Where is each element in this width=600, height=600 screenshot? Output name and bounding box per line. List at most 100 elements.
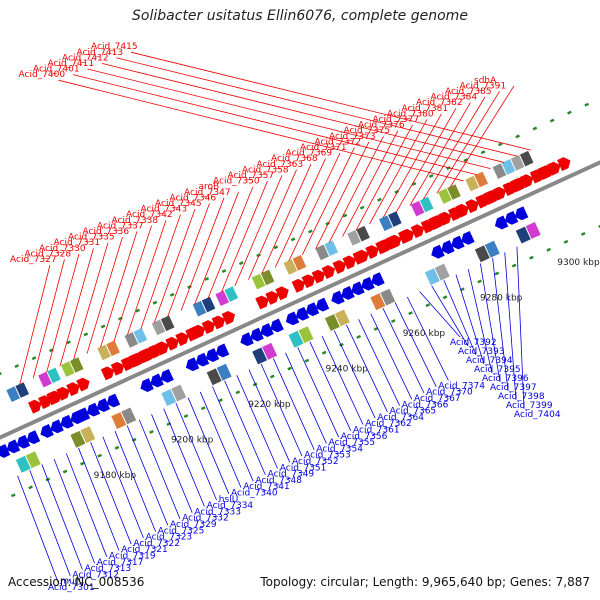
feature-block <box>492 163 507 179</box>
leader-line <box>436 91 500 194</box>
feature-block <box>356 225 370 242</box>
feature-block <box>70 430 86 448</box>
tick-mark <box>270 374 275 379</box>
reverse-gene-label: Acid_7356 <box>341 432 388 442</box>
leader-line <box>394 302 437 387</box>
tick-mark <box>308 229 313 234</box>
forward-gene-arrow <box>211 315 226 330</box>
reverse-gene-arrow <box>260 323 274 337</box>
reverse-gene-label: Acid_7399 <box>506 401 553 411</box>
feature-block <box>15 455 31 473</box>
leader-line <box>333 330 376 419</box>
feature-block <box>465 175 479 192</box>
reverse-gene-arrow <box>451 235 465 250</box>
scale-label: 9260 kbp <box>403 329 446 339</box>
forward-gene-label: Acid_7345 <box>155 199 202 209</box>
reverse-gene-arrow <box>315 297 330 312</box>
reverse-gene-arrow <box>431 244 445 259</box>
tick-mark <box>152 300 158 305</box>
tick-mark <box>31 356 37 361</box>
tick-mark <box>66 340 71 345</box>
tick-mark <box>62 469 68 474</box>
leader-line <box>41 464 83 570</box>
feature-block <box>510 155 525 171</box>
feature-block <box>410 200 425 217</box>
tick-mark <box>83 332 89 337</box>
leader-line <box>72 74 478 176</box>
leader-line <box>248 169 297 280</box>
reverse-gene-arrow <box>461 230 475 245</box>
forward-gene-arrow <box>191 324 206 339</box>
tick-mark <box>511 263 517 268</box>
leader-line <box>285 352 327 444</box>
feature-block <box>501 159 516 175</box>
reverse-gene-label: Acid_7348 <box>255 476 302 486</box>
forward-gene-arrow <box>342 255 356 270</box>
scale-label: 9240 kbp <box>325 365 368 375</box>
forward-gene-label: Acid_7335 <box>68 233 115 243</box>
forward-gene-label: Acid_7337 <box>97 221 144 231</box>
reverse-gene-label: Acid_7355 <box>329 438 376 448</box>
leader-line <box>153 208 196 323</box>
reverse-gene-label: Acid_7352 <box>292 457 339 467</box>
tick-mark <box>204 276 210 281</box>
forward-gene-label: Acid_7411 <box>48 59 95 69</box>
tick-mark <box>321 350 327 355</box>
reverse-gene-label: Acid_7398 <box>498 392 545 402</box>
reverse-gene-arrow <box>160 368 174 383</box>
feature-block <box>298 326 314 344</box>
leader-line <box>32 259 65 379</box>
tick-mark <box>183 414 189 419</box>
feature-block <box>206 368 222 386</box>
tick-mark <box>273 245 279 250</box>
forward-gene-arrow <box>301 274 316 289</box>
forward-gene-arrow <box>46 391 60 406</box>
leader-line <box>53 458 95 564</box>
tick-mark <box>304 358 310 363</box>
reverse-gene-label: Acid_7370 <box>426 388 473 398</box>
feature-block <box>424 268 440 286</box>
tick-mark <box>529 255 534 260</box>
tick-mark <box>580 231 586 236</box>
forward-gene-label: Acid_7413 <box>77 48 124 58</box>
leader-line <box>342 130 399 237</box>
reverse-gene-label: Acid_7317 <box>97 558 144 568</box>
feature-block <box>315 244 329 261</box>
leader-line <box>126 220 167 336</box>
leader-line <box>65 453 108 557</box>
leader-line <box>369 119 428 225</box>
reverse-gene-label: Acid_7321 <box>121 545 168 555</box>
leader-line <box>234 175 283 286</box>
leader-line <box>212 386 254 482</box>
reverse-gene-arrow <box>26 430 41 445</box>
scale-label: 9280 kbp <box>480 294 523 304</box>
reverse-gene-arrow <box>341 286 355 300</box>
reverse-gene-label: Acid_7395 <box>474 365 521 375</box>
reverse-gene-arrow <box>195 352 210 367</box>
feature-block <box>324 314 340 332</box>
reverse-gene-label: Acid_7332 <box>182 514 229 524</box>
tick-mark <box>497 142 503 147</box>
leader-line <box>19 264 51 385</box>
feature-block <box>133 328 148 344</box>
tick-mark <box>477 279 482 284</box>
reverse-gene-label: Acid_7365 <box>390 407 437 417</box>
forward-gene-arrow <box>482 191 496 206</box>
reverse-gene-label: Acid_7362 <box>365 419 412 429</box>
forward-gene-arrow <box>265 290 279 305</box>
tick-mark <box>10 493 16 498</box>
feature-block <box>438 188 452 204</box>
leader-line <box>346 324 388 413</box>
leader-line <box>114 430 156 532</box>
tick-mark <box>290 237 296 242</box>
forward-gene-arrow <box>388 234 402 249</box>
reverse-gene-label: Acid_7353 <box>304 451 351 461</box>
forward-gene-arrow <box>56 386 70 401</box>
forward-gene-label: Acid_7391 <box>460 81 507 91</box>
feature-block <box>38 371 52 388</box>
feature-block <box>251 273 266 290</box>
reverse-gene-arrow <box>150 373 164 388</box>
forward-gene-label: Acid_7400 <box>19 70 66 80</box>
tick-mark <box>135 308 140 313</box>
map-title: Solibacter usitatus Ellin6076, complete … <box>132 8 468 24</box>
